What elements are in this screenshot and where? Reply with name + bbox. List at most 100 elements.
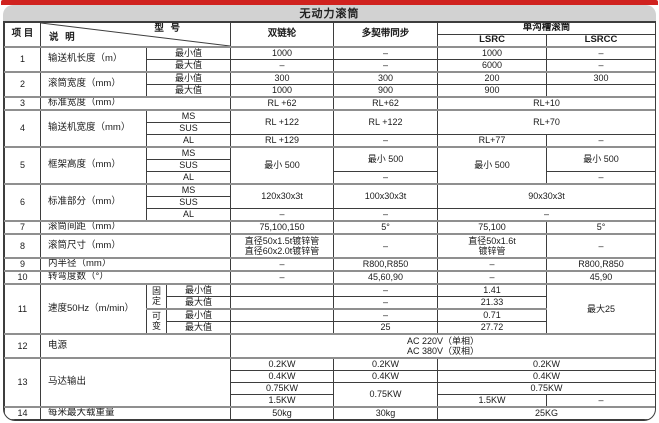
value-cell: 75,100 [437, 220, 548, 235]
value-cell: – [546, 134, 655, 148]
row-label: 每米最大载重量 [39, 406, 232, 420]
value-cell: – [333, 208, 439, 222]
value-cell: RL +62 [230, 96, 335, 111]
row-label: 内半径（mm） [39, 257, 232, 272]
sub-label: SUS [145, 196, 232, 209]
spec-table: 项 目 说 明 型 号 双链轮 多契带同步 单沟槽滚筒 LSRC LSRCC 1… [4, 22, 655, 420]
value-cell: 30kg [333, 406, 439, 420]
value-cell: – [437, 270, 548, 285]
item-number: 8 [4, 233, 41, 259]
title-band: 无动力滚筒 [3, 5, 656, 21]
value-cell: AC 220V（单相） AC 380V（双相） [230, 333, 655, 359]
value-cell: – [333, 134, 439, 148]
sub-label: 最小值 [145, 71, 232, 85]
value-cell: 5° [546, 220, 655, 235]
value-cell: – [333, 171, 439, 185]
value-cell: RL +122 [230, 109, 335, 135]
value-cell: – [546, 46, 655, 60]
value-cell: – [546, 59, 655, 73]
item-number: 3 [4, 96, 41, 111]
item-number: 13 [4, 357, 41, 408]
value-cell: 0.2KW [230, 357, 335, 371]
value-cell: 0.2KW [437, 357, 655, 371]
column-header-desc: 说 明 [49, 32, 77, 44]
value-cell: RL+62 [333, 96, 439, 111]
value-cell: 25KG [437, 406, 655, 420]
spec-table-container: 项 目 说 明 型 号 双链轮 多契带同步 单沟槽滚筒 LSRC LSRCC 1… [3, 21, 656, 421]
item-number: 12 [4, 333, 41, 359]
sub-label: 最小值 [165, 283, 232, 297]
item-number: 7 [4, 220, 41, 235]
item-number: 2 [4, 71, 41, 98]
value-cell [230, 283, 335, 297]
value-cell: 75,100,150 [230, 220, 335, 235]
value-cell: 200 [437, 71, 548, 85]
value-cell: – [333, 296, 439, 310]
value-cell [230, 296, 335, 310]
value-cell: – [230, 257, 335, 272]
row-label: 速度50Hz（m/min） [40, 283, 147, 335]
top-accent-bar [1, 0, 658, 5]
table-header: 项 目 说 明 型 号 双链轮 多契带同步 单沟槽滚筒 LSRC LSRCC [4, 22, 655, 48]
value-cell: 300 [230, 71, 335, 85]
column-header-model: 型 号 [154, 23, 183, 34]
value-cell: 900 [437, 84, 548, 98]
item-number: 9 [4, 257, 41, 272]
value-cell: 21.33 [437, 296, 548, 310]
value-cell: 27.72 [437, 321, 548, 335]
column-header-item: 项 目 [4, 22, 41, 48]
value-cell: 900 [333, 84, 439, 98]
sub-label: AL [145, 134, 232, 148]
value-cell: – [333, 308, 439, 322]
value-cell: 45,90 [546, 270, 655, 285]
value-cell: 120x30x3t [230, 183, 335, 209]
value-cell: 1000 [437, 46, 548, 60]
sub-label: 最小值 [165, 308, 232, 322]
value-cell: RL +122 [333, 109, 439, 135]
spec-table-body: 1 输送机长度（m） 最小值 1000–1000– 最大值 – –6000–2 滚筒宽度（mm… [4, 46, 655, 420]
value-cell: 0.75KW [230, 382, 335, 395]
value-cell: – [230, 270, 335, 285]
row-label: 输送机宽度（mm） [40, 109, 147, 148]
value-cell: 最小 500 [230, 146, 335, 185]
item-number: 6 [4, 183, 41, 222]
value-cell: – [437, 208, 655, 222]
value-cell: 25 [333, 321, 439, 335]
diagonal-line-icon [41, 23, 230, 46]
row-label: 滚筒间距（mm） [39, 220, 232, 235]
sub-label: MS [145, 146, 232, 160]
value-cell [546, 84, 655, 98]
value-cell: 6000 [437, 59, 548, 73]
row-label: 框架高度（mm） [40, 146, 147, 185]
row-label: 标准宽度（mm） [39, 96, 232, 111]
item-number: 10 [4, 270, 41, 285]
row-label: 滚筒尺寸（mm） [39, 233, 232, 259]
value-cell: – [230, 208, 335, 222]
value-cell: – [333, 59, 439, 73]
value-cell: 300 [546, 71, 655, 85]
value-cell: 1.5KW [437, 394, 548, 408]
sub-group-label: 可 变 [146, 308, 167, 335]
item-number: 1 [4, 46, 41, 73]
value-cell: – [437, 257, 548, 272]
value-cell: 0.75KW [437, 382, 655, 395]
sub-label: AL [145, 208, 232, 222]
value-cell: 50kg [230, 406, 335, 420]
value-cell: – [333, 233, 439, 259]
value-cell: 1.5KW [230, 394, 335, 408]
value-cell: – [546, 394, 655, 408]
value-cell: 90x30x3t [437, 183, 655, 209]
column-header-lsrcc: LSRCC [546, 34, 655, 48]
value-cell: RL+10 [437, 96, 655, 111]
value-cell: 0.4KW [437, 370, 655, 383]
header-diagonal-cell: 说 明 型 号 [39, 22, 232, 48]
sub-label: MS [145, 109, 232, 123]
column-header-poly-v-sync: 多契带同步 [333, 22, 439, 48]
item-number: 11 [4, 283, 41, 335]
value-cell: 0.2KW [333, 357, 439, 371]
value-cell: 最大25 [546, 283, 655, 335]
value-cell: 5° [333, 220, 439, 235]
sub-label: 最小值 [145, 46, 232, 60]
value-cell [230, 308, 335, 322]
